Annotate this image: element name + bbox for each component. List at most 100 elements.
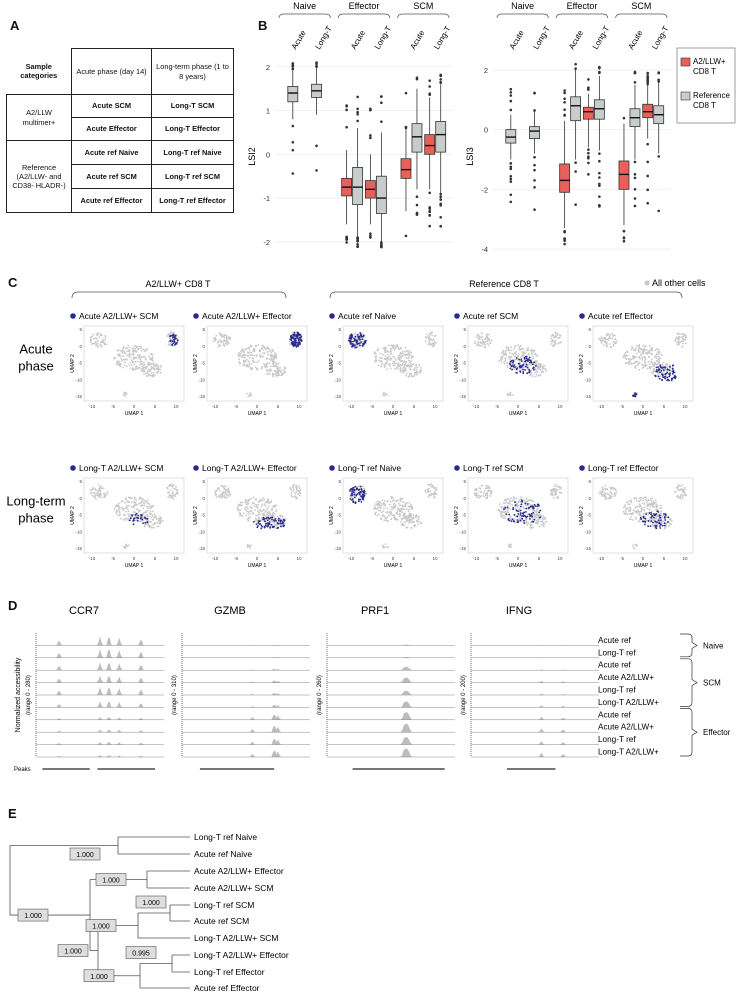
range-label: (range 0 - 260) [317, 675, 323, 715]
other-cell [254, 517, 257, 520]
highlight-cell [269, 526, 272, 529]
table-cell: Acute Effector [71, 117, 153, 141]
other-cell [608, 343, 611, 345]
other-cell [389, 348, 392, 351]
other-cell [298, 494, 301, 497]
other-cell [480, 337, 482, 339]
other-cell [650, 499, 653, 502]
highlight-cell [512, 359, 514, 362]
highlight-cell [654, 374, 657, 377]
other-cell [477, 333, 480, 336]
highlight-cell [529, 515, 532, 518]
other-cell [643, 503, 646, 505]
other-cell [135, 503, 138, 506]
other-cell [622, 510, 625, 513]
outlier-point [439, 192, 442, 196]
other-cell [387, 344, 390, 347]
other-cell [551, 339, 554, 341]
other-cell [249, 392, 252, 395]
highlight-cell [655, 366, 658, 369]
other-cell [505, 346, 508, 349]
other-cell [404, 350, 406, 353]
other-cell [151, 357, 153, 360]
accessibility-trace [182, 704, 310, 708]
outlier-point [587, 173, 590, 176]
other-cell [245, 506, 248, 509]
other-cell [271, 509, 274, 511]
y-axis-label: UMAP 2 [579, 354, 585, 373]
x-tick-label: -5 [234, 404, 238, 409]
other-cell [268, 362, 271, 365]
highlight-cell [654, 520, 657, 523]
other-cell [399, 521, 402, 523]
other-cell [250, 544, 252, 547]
other-cell [386, 516, 389, 519]
highlight-cell [663, 512, 665, 515]
highlight-cell [175, 337, 177, 340]
highlight-cell [353, 493, 356, 496]
other-cell [140, 362, 143, 365]
group-bracket [278, 13, 331, 19]
other-cell [247, 545, 250, 548]
x-tick-label: -10 [598, 404, 605, 409]
other-cell [399, 352, 402, 354]
other-cell [411, 508, 414, 510]
other-cell [629, 500, 632, 503]
y-tick-label: -10 [459, 529, 466, 534]
other-cell [248, 498, 250, 501]
plot-area [493, 58, 671, 255]
other-cell [396, 509, 399, 512]
other-cell [677, 332, 680, 335]
other-cell [600, 342, 603, 344]
umap-title: Acute A2/LLW+ Effector [202, 311, 292, 321]
box-iqr [352, 167, 364, 206]
other-cell [169, 484, 172, 487]
other-cell [383, 519, 386, 522]
other-cell [655, 499, 657, 502]
other-cell [634, 366, 636, 368]
other-cell [649, 505, 652, 508]
other-cell [537, 362, 540, 365]
other-cell [606, 492, 608, 495]
highlight-cell [300, 340, 303, 343]
other-cell [513, 355, 515, 358]
other-cell [264, 366, 267, 369]
other-cell [253, 354, 256, 357]
highlight-cell [176, 339, 179, 342]
other-cell [92, 337, 95, 340]
outlier-point [509, 162, 513, 165]
other-cell [612, 340, 615, 343]
other-cell [506, 501, 509, 504]
other-cell [171, 494, 173, 497]
other-cell [253, 347, 255, 350]
other-cell [684, 338, 687, 341]
other-cell [510, 497, 513, 500]
other-cell [558, 342, 560, 344]
other-cell [226, 343, 229, 346]
highlight-cell [350, 335, 353, 338]
other-cell [624, 505, 626, 508]
outlier-point [622, 116, 626, 120]
outlier-point [633, 160, 637, 164]
other-cell [429, 337, 432, 340]
other-cell [143, 366, 146, 369]
other-cell [140, 347, 142, 349]
highlight-cell [657, 366, 659, 368]
other-cell [223, 495, 226, 497]
outlier-point [291, 124, 295, 128]
y-tick-label: -5 [201, 361, 205, 366]
other-cell [513, 348, 515, 350]
accessibility-trace [182, 714, 310, 720]
outlier-point [369, 232, 372, 235]
other-cell [484, 343, 487, 346]
highlight-cell [517, 521, 520, 523]
outlier-point [533, 109, 536, 112]
support-value: 1.000 [90, 974, 108, 981]
other-cell [276, 367, 279, 370]
other-cell [169, 489, 172, 492]
outlier-point [509, 94, 513, 97]
accessibility-trace [36, 717, 164, 720]
highlight-cell [359, 498, 362, 501]
other-cell [255, 505, 258, 507]
dendrogram-panel: 1.0001.0001.0001.0001.0001.0001.0000.995… [9, 832, 289, 993]
